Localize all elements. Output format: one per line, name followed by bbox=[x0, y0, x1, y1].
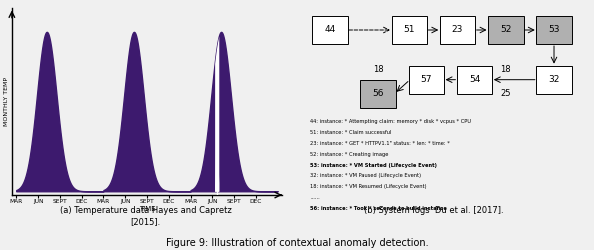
Text: 53: instance: * VM Started (Lifecycle Event): 53: instance: * VM Started (Lifecycle Ev… bbox=[310, 162, 437, 168]
Text: 56: 56 bbox=[372, 89, 384, 98]
Text: (a) Temperature data Hayes and Capretz
[2015].: (a) Temperature data Hayes and Capretz [… bbox=[59, 206, 232, 226]
Text: 52: 52 bbox=[500, 26, 511, 35]
FancyBboxPatch shape bbox=[440, 16, 475, 44]
Text: 32: 32 bbox=[548, 75, 560, 84]
FancyBboxPatch shape bbox=[409, 66, 444, 94]
Text: 56: instance: * Took * seconds to build instance: 56: instance: * Took * seconds to build … bbox=[310, 206, 447, 211]
Text: 32: instance: * VM Paused (Lifecycle Event): 32: instance: * VM Paused (Lifecycle Eve… bbox=[310, 174, 421, 178]
Text: 57: 57 bbox=[421, 75, 432, 84]
Text: 51: 51 bbox=[403, 26, 415, 35]
FancyBboxPatch shape bbox=[536, 16, 572, 44]
Text: 54: 54 bbox=[469, 75, 480, 84]
Y-axis label: MONTHLY TEMP: MONTHLY TEMP bbox=[4, 77, 9, 126]
Text: Figure 9: Illustration of contextual anomaly detection.: Figure 9: Illustration of contextual ano… bbox=[166, 238, 428, 248]
Text: 23: 23 bbox=[452, 26, 463, 35]
FancyBboxPatch shape bbox=[488, 16, 523, 44]
Text: 25: 25 bbox=[501, 89, 511, 98]
Text: 44: 44 bbox=[324, 26, 336, 35]
Text: 18: instance: * VM Resumed (Lifecycle Event): 18: instance: * VM Resumed (Lifecycle Ev… bbox=[310, 184, 426, 189]
Text: 18: 18 bbox=[501, 65, 511, 74]
Text: 44: instance: * Attempting claim: memory * disk * vcpus * CPU: 44: instance: * Attempting claim: memory… bbox=[310, 119, 471, 124]
FancyBboxPatch shape bbox=[361, 80, 396, 108]
Text: (b) System logs  Du et al. [2017].: (b) System logs Du et al. [2017]. bbox=[364, 206, 504, 215]
FancyBboxPatch shape bbox=[457, 66, 492, 94]
Text: 23: instance: * GET * HTTPV1.1" status: * len: * time: *: 23: instance: * GET * HTTPV1.1" status: … bbox=[310, 141, 450, 146]
FancyBboxPatch shape bbox=[391, 16, 427, 44]
FancyBboxPatch shape bbox=[312, 16, 347, 44]
Text: 18: 18 bbox=[373, 65, 383, 74]
Text: 52: instance: * Creating image: 52: instance: * Creating image bbox=[310, 152, 388, 157]
Text: ......: ...... bbox=[310, 195, 320, 200]
Text: 53: 53 bbox=[548, 26, 560, 35]
X-axis label: TIME: TIME bbox=[138, 206, 155, 212]
FancyBboxPatch shape bbox=[536, 66, 572, 94]
Text: 51: instance: * Claim successful: 51: instance: * Claim successful bbox=[310, 130, 391, 135]
